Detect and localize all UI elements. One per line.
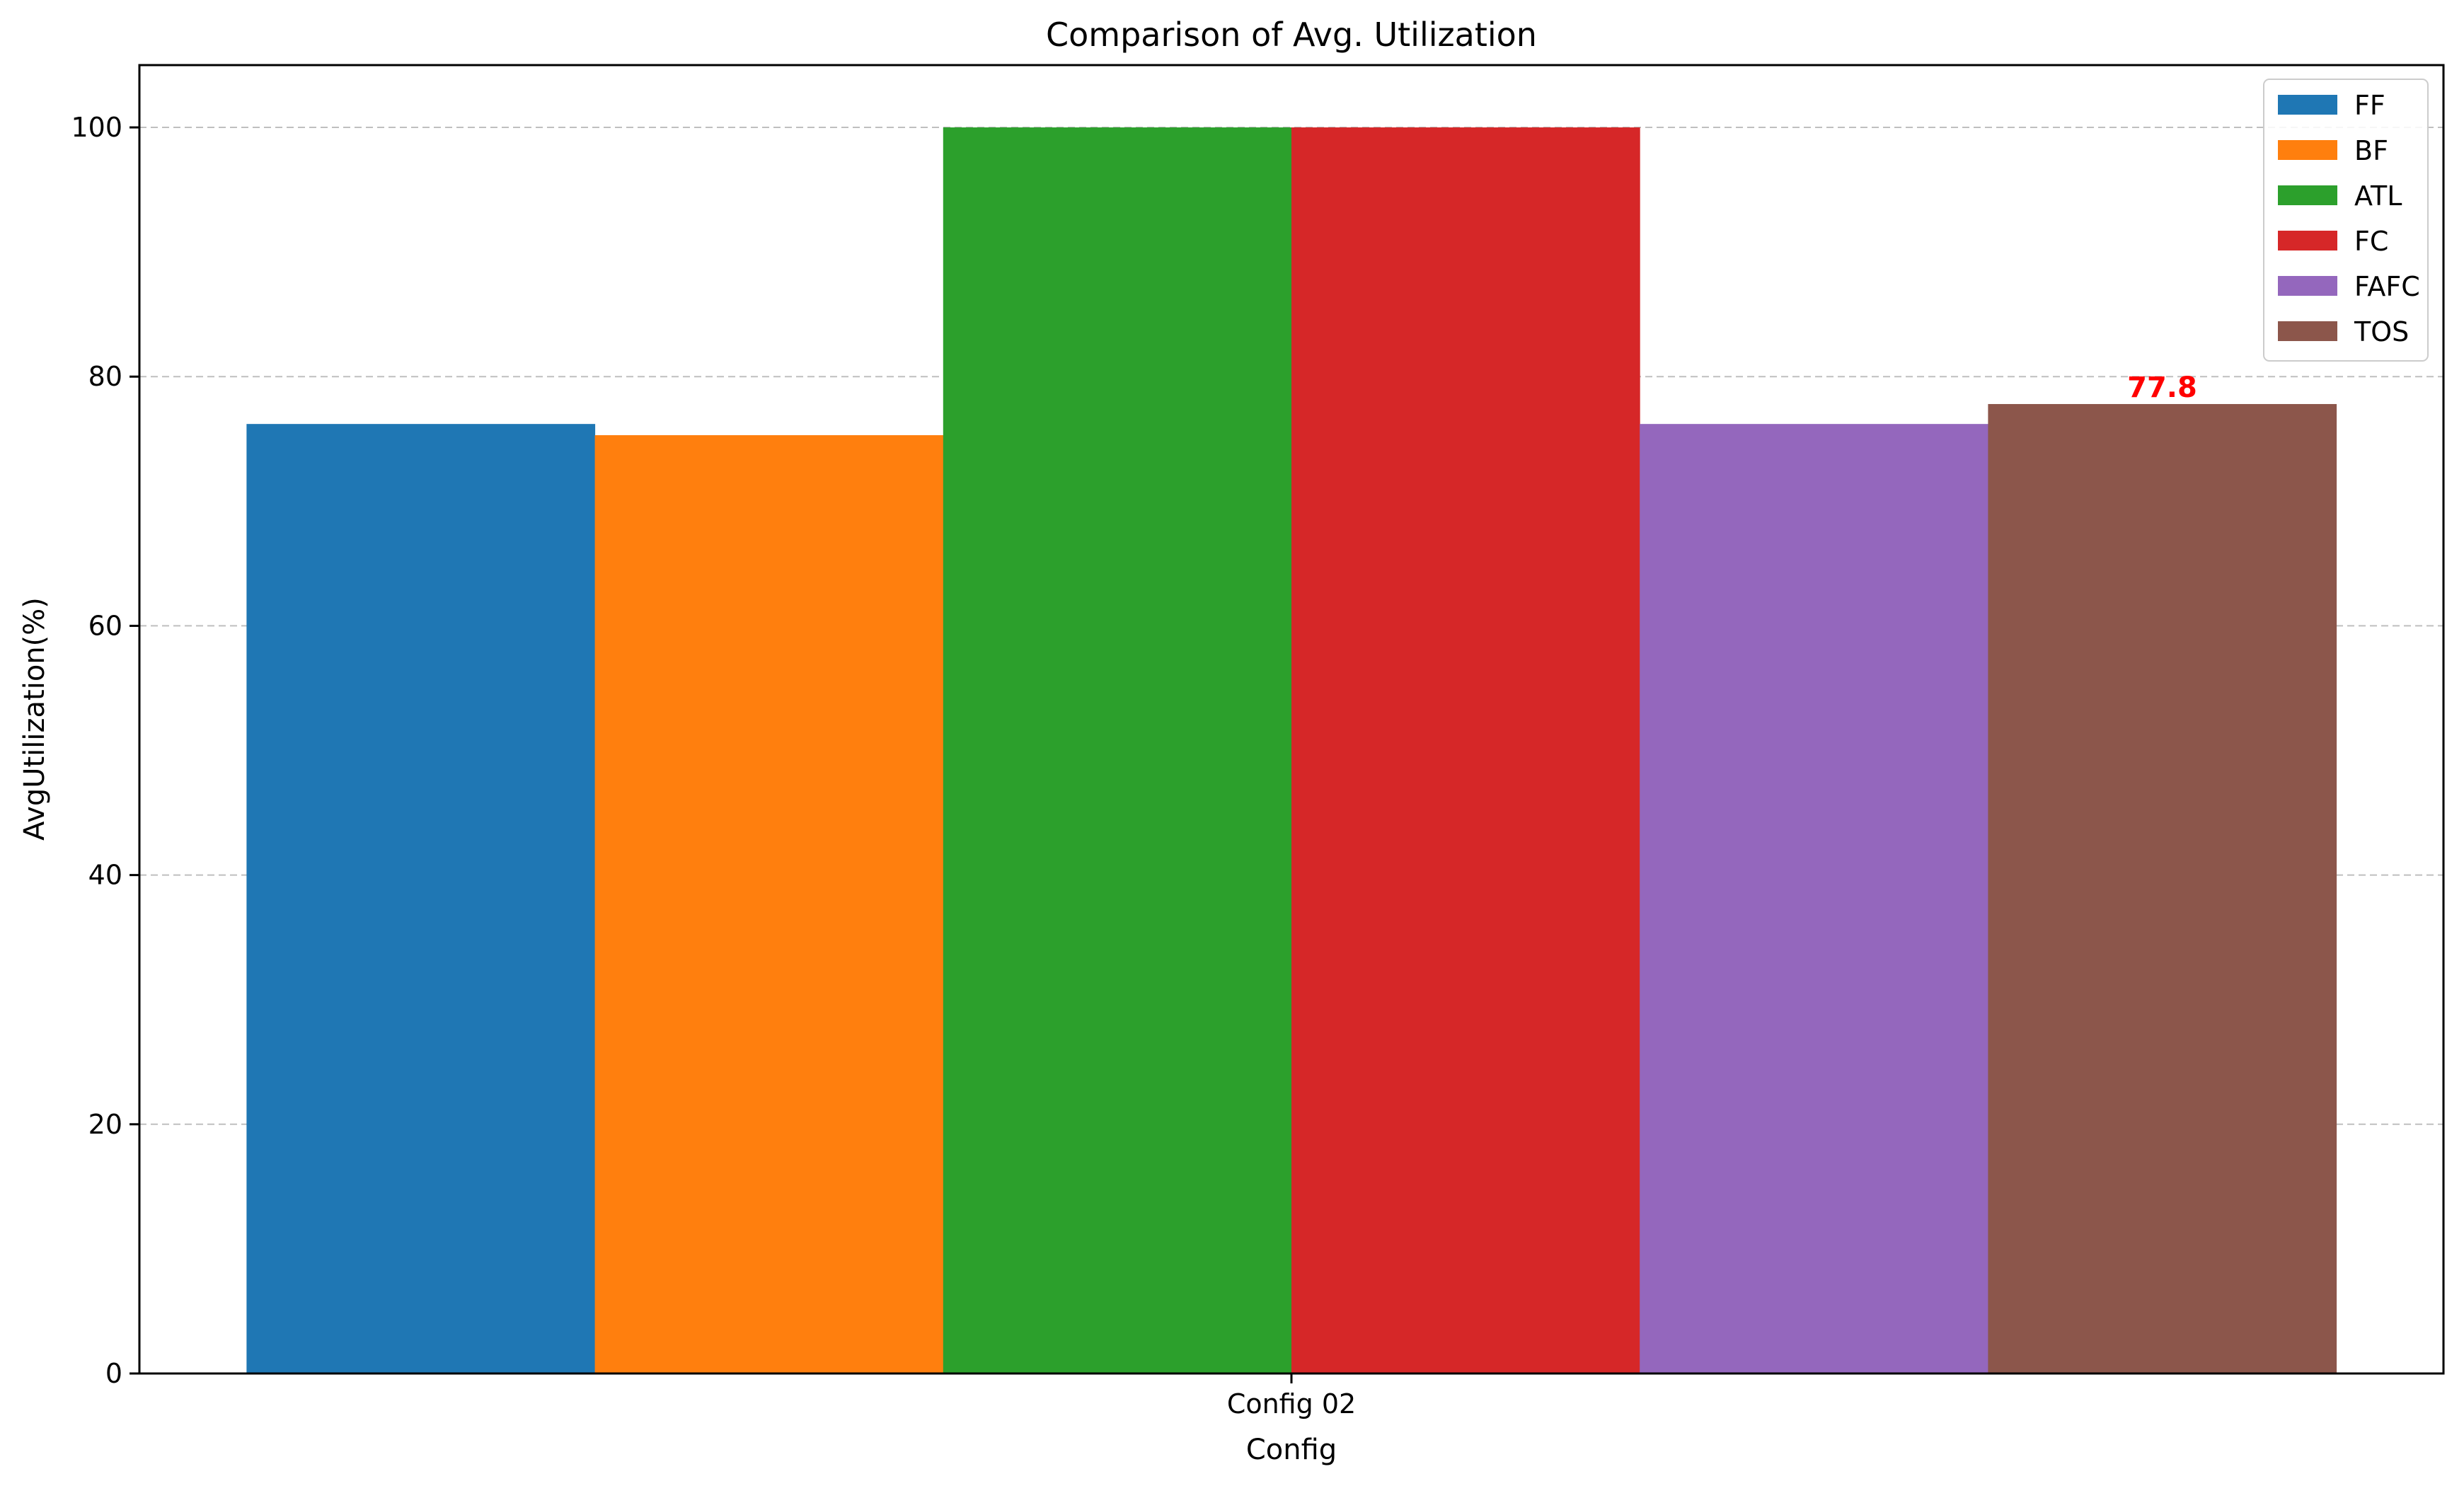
- y-axis: 0 20 40 60 80 100: [71, 112, 139, 1389]
- legend-label-fafc: FAFC: [2354, 271, 2420, 302]
- bar-tos-0: [1988, 403, 2337, 1374]
- y-tick-label-1: 20: [88, 1109, 122, 1140]
- bar-atl-0: [943, 127, 1292, 1374]
- y-tick-label-0: 0: [105, 1358, 122, 1389]
- bar-bf-0: [594, 435, 944, 1373]
- legend-label-ff: FF: [2354, 90, 2385, 121]
- legend-swatch-tos: [2278, 321, 2337, 341]
- y-axis-label: AvgUtilization(%): [18, 597, 51, 841]
- bar-ff-0: [246, 424, 596, 1373]
- x-tick-label-0: Config 02: [1227, 1388, 1356, 1419]
- y-tick-label-4: 80: [88, 361, 122, 392]
- legend-label-bf: BF: [2354, 135, 2388, 166]
- bar-fc-0: [1291, 127, 1640, 1374]
- legend-swatch-ff: [2278, 95, 2337, 115]
- legend-swatch-atl: [2278, 185, 2337, 205]
- x-axis-label: Config: [1246, 1434, 1337, 1466]
- legend-label-tos: TOS: [2354, 316, 2409, 347]
- data-label-0: 77.8: [2127, 372, 2197, 404]
- data-labels: 77.8: [2127, 372, 2197, 404]
- legend-label-atl: ATL: [2354, 180, 2402, 212]
- legend-label-fc: FC: [2354, 226, 2388, 257]
- bars: [246, 127, 2337, 1374]
- y-tick-label-3: 60: [88, 610, 122, 641]
- legend-swatch-fc: [2278, 231, 2337, 250]
- legend: FF BF ATL FC FAFC TOS: [2263, 79, 2429, 362]
- y-tick-label-2: 40: [88, 860, 122, 891]
- x-axis: Config 02: [1227, 1373, 1356, 1419]
- bar-fafc-0: [1640, 424, 1988, 1373]
- y-tick-label-5: 100: [71, 112, 122, 143]
- legend-swatch-fafc: [2278, 276, 2337, 296]
- chart-title: Comparison of Avg. Utilization: [1046, 16, 1537, 54]
- legend-swatch-bf: [2278, 140, 2337, 160]
